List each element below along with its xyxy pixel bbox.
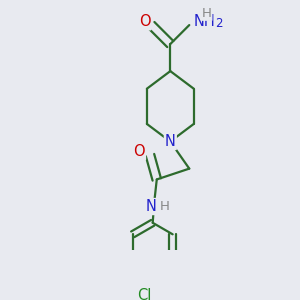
Text: H: H	[160, 200, 170, 213]
Text: O: O	[134, 144, 145, 159]
Text: 2: 2	[215, 17, 223, 31]
Text: NH: NH	[193, 14, 215, 29]
Text: N: N	[165, 134, 176, 149]
Text: N: N	[146, 199, 157, 214]
Text: Cl: Cl	[137, 288, 152, 300]
Text: H: H	[202, 7, 212, 20]
Text: O: O	[139, 14, 150, 29]
